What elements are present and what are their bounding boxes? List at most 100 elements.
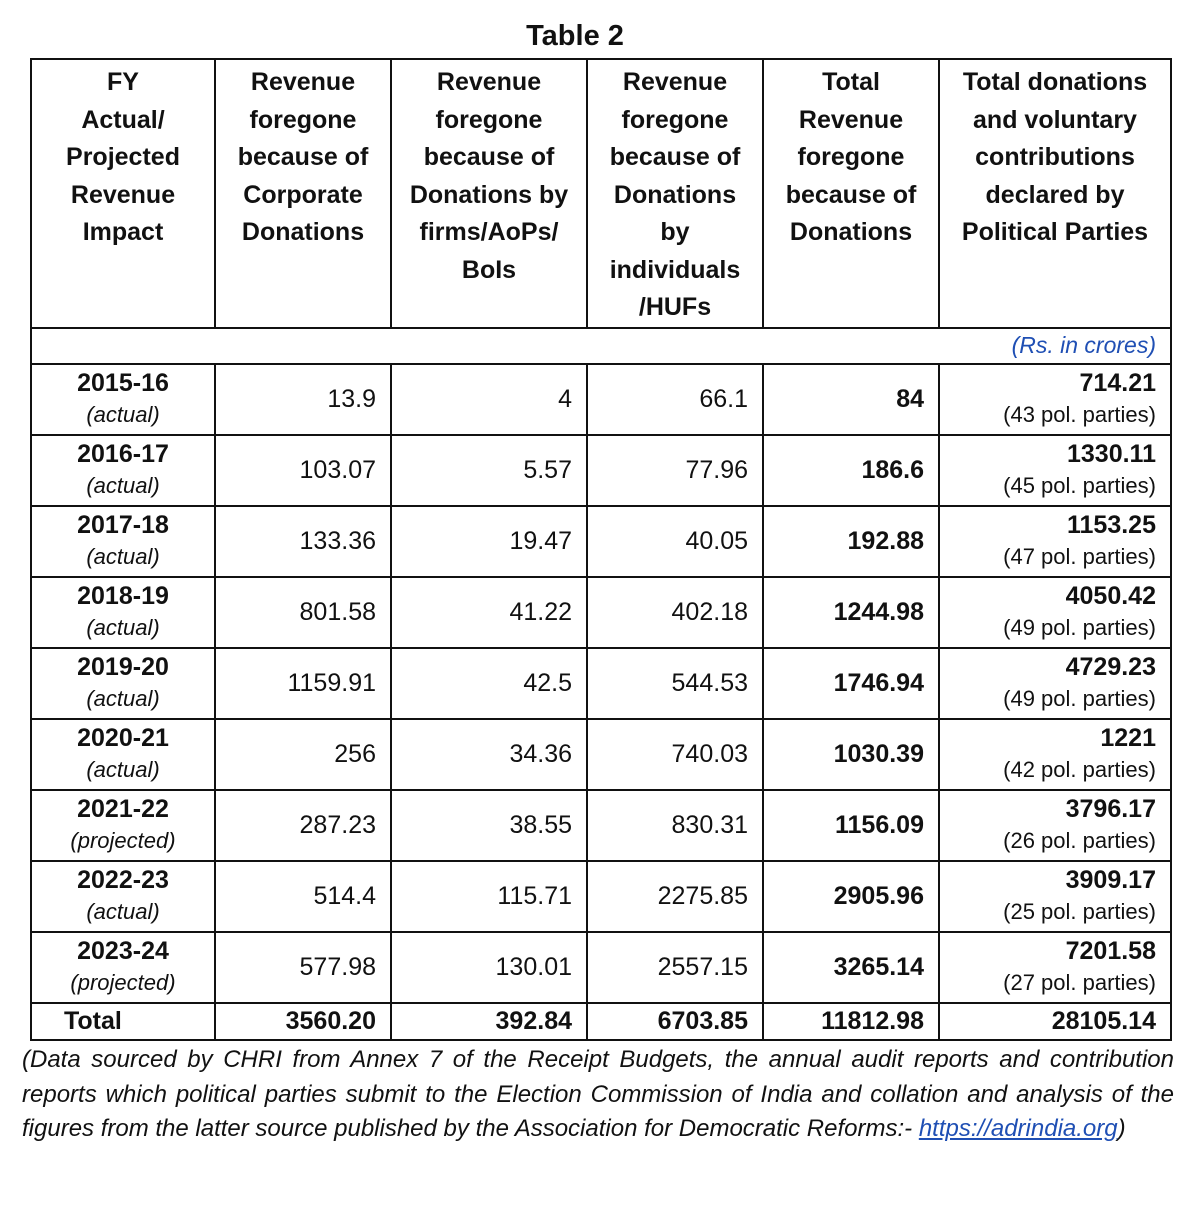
firms-cell: 5.57	[390, 433, 588, 507]
individuals-cell: 830.31	[586, 788, 764, 862]
fy-status: (actual)	[86, 544, 160, 569]
total-cell: 2905.96	[762, 859, 940, 933]
totals-firms: 392.84	[390, 1001, 588, 1041]
totals-total: 11812.98	[762, 1001, 940, 1041]
total-cell: 192.88	[762, 504, 940, 578]
party-amount: 7201.58	[1065, 936, 1156, 965]
party-count: (45 pol. parties)	[1003, 472, 1156, 498]
party-amount: 1330.11	[1067, 439, 1156, 468]
header-line: FY	[107, 68, 139, 96]
total-cell: 1030.39	[762, 717, 940, 791]
header-line: foregone	[621, 105, 729, 134]
corporate-cell: 287.23	[214, 788, 392, 862]
totals-label: Total	[30, 1001, 216, 1041]
fy-cell: 2016-17 (actual)	[30, 433, 216, 507]
corporate-cell: 1159.91	[214, 646, 392, 720]
party-contributions-cell: 3909.17 (25 pol. parties)	[938, 859, 1172, 933]
adr-link[interactable]: https://adrindia.org	[918, 1115, 1118, 1142]
party-amount: 1153.25	[1067, 510, 1156, 539]
individuals-cell: 77.96	[586, 433, 764, 507]
corporate-cell: 103.07	[214, 433, 392, 507]
corporate-cell: 256	[214, 717, 392, 791]
corporate-cell: 577.98	[214, 930, 392, 1004]
col-header-firms: Revenue foregone because of Donations by fir…	[390, 58, 588, 329]
party-contributions-cell: 1221 (42 pol. parties)	[938, 717, 1172, 791]
totals-individuals: 6703.85	[586, 1001, 764, 1041]
firms-cell: 115.71	[390, 859, 588, 933]
fy-status: (actual)	[86, 899, 160, 924]
fy-status: (actual)	[86, 402, 160, 427]
header-line: contributions	[975, 143, 1135, 171]
fy-year: 2015-16	[77, 369, 169, 397]
totals-corporate: 3560.20	[214, 1001, 392, 1041]
header-line: because of	[423, 143, 555, 171]
corporate-cell: 514.4	[214, 859, 392, 933]
firms-cell: 38.55	[390, 788, 588, 862]
table-row: 2023-24 (projected) 577.98 130.01 2557.15 326…	[30, 930, 1172, 1004]
individuals-cell: 740.03	[586, 717, 764, 791]
fy-year: 2020-21	[77, 724, 169, 752]
header-line: Donations	[241, 218, 365, 246]
table-row: 2022-23 (actual) 514.4 115.71 2275.85 2905.96…	[30, 859, 1172, 933]
fy-cell: 2020-21 (actual)	[30, 717, 216, 791]
individuals-cell: 2275.85	[586, 859, 764, 933]
source-footnote: (Data sourced by CHRI from Annex 7 of th…	[22, 1043, 1174, 1147]
party-count: (49 pol. parties)	[1003, 614, 1156, 640]
fy-cell: 2023-24 (projected)	[30, 930, 216, 1004]
party-amount: 1221	[1100, 723, 1156, 752]
party-contributions-cell: 714.21 (43 pol. parties)	[938, 362, 1172, 436]
header-line: Total	[822, 68, 880, 96]
firms-cell: 130.01	[390, 930, 588, 1004]
individuals-cell: 40.05	[586, 504, 764, 578]
fy-year: 2019-20	[77, 653, 169, 681]
party-amount: 4729.23	[1065, 652, 1156, 681]
party-count: (47 pol. parties)	[1003, 543, 1156, 569]
unit-note: (Rs. in crores)	[30, 326, 1172, 365]
header-line: Impact	[82, 218, 164, 246]
col-header-individuals: Revenue foregone because of Donations by indi…	[586, 58, 764, 329]
header-line: Political Parties	[961, 218, 1149, 246]
party-count: (42 pol. parties)	[1003, 756, 1156, 782]
individuals-cell: 66.1	[586, 362, 764, 436]
header-line: BoIs	[461, 255, 517, 284]
party-amount: 4050.42	[1065, 581, 1156, 610]
party-contributions-cell: 1330.11 (45 pol. parties)	[938, 433, 1172, 507]
header-line: foregone	[249, 105, 357, 134]
fy-year: 2022-23	[77, 866, 169, 894]
party-amount: 3796.17	[1065, 794, 1156, 823]
individuals-cell: 544.53	[586, 646, 764, 720]
col-header-party-contributions: Total donations and voluntary contribution…	[938, 58, 1172, 329]
header-line: firms/AoPs/	[419, 218, 559, 246]
firms-cell: 41.22	[390, 575, 588, 649]
header-line: Projected	[66, 143, 180, 171]
fy-year: 2018-19	[77, 582, 169, 610]
header-line: Corporate	[243, 180, 363, 209]
totals-party-contributions: 28105.14	[938, 1001, 1172, 1041]
total-cell: 186.6	[762, 433, 940, 507]
table-row: 2018-19 (actual) 801.58 41.22 402.18 1244.98 4…	[30, 575, 1172, 649]
header-row: FY Actual/Projected Revenue Impact Revenue f…	[30, 58, 1172, 329]
header-line: and voluntary	[973, 105, 1137, 134]
fy-year: 2017-18	[77, 511, 169, 539]
fy-status: (actual)	[86, 473, 160, 498]
fy-cell: 2018-19 (actual)	[30, 575, 216, 649]
party-contributions-cell: 7201.58 (27 pol. parties)	[938, 930, 1172, 1004]
col-header-corporate: Revenue foregone because of Corporate Donati…	[214, 58, 392, 329]
header-line: Donations	[789, 218, 913, 246]
party-contributions-cell: 4050.42 (49 pol. parties)	[938, 575, 1172, 649]
corporate-cell: 801.58	[214, 575, 392, 649]
header-line: because of	[785, 180, 917, 209]
header-line: declared by	[985, 180, 1125, 209]
total-cell: 1244.98	[762, 575, 940, 649]
table-row: 2019-20 (actual) 1159.91 42.5 544.53 1746.94 4…	[30, 646, 1172, 720]
totals-row: Total 3560.20 392.84 6703.85 11812.98 28105.1…	[30, 1001, 1172, 1041]
header-line: /HUFs	[638, 293, 712, 321]
header-line: Revenue	[798, 105, 904, 134]
donations-table: FY Actual/Projected Revenue Impact Revenue f…	[30, 58, 1172, 1041]
fy-year: 2016-17	[77, 440, 169, 468]
fy-status: (actual)	[86, 686, 160, 711]
party-amount: 714.21	[1079, 368, 1156, 397]
header-line: by	[660, 218, 690, 246]
party-contributions-cell: 4729.23 (49 pol. parties)	[938, 646, 1172, 720]
fy-year: 2023-24	[77, 937, 169, 965]
